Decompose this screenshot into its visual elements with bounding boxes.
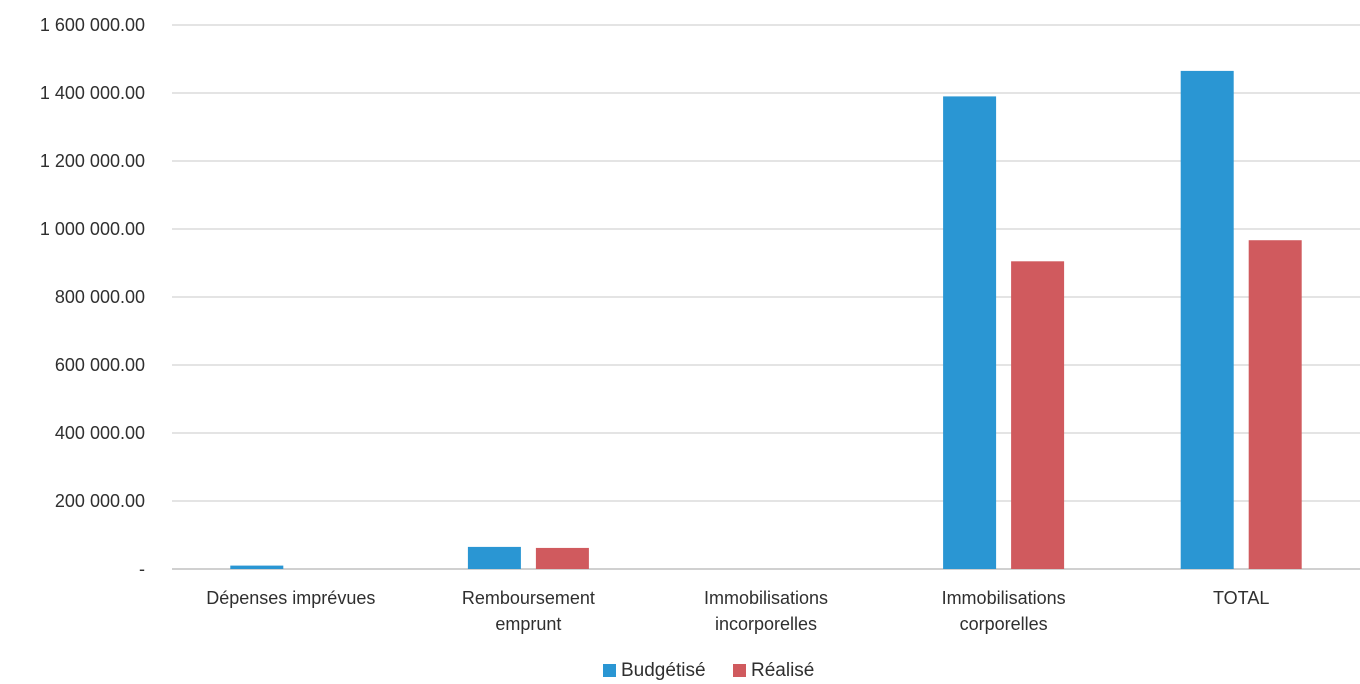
x-category-label-line: Dépenses imprévues: [206, 588, 375, 608]
bar-realise-1: [535, 547, 589, 569]
legend-swatch: [733, 664, 746, 677]
bar-budgetise-3: [943, 96, 997, 570]
y-tick-label: 1 600 000.00: [40, 15, 145, 35]
y-tick-label: 1 000 000.00: [40, 219, 145, 239]
y-tick-label: 400 000.00: [55, 423, 145, 443]
bar-budgetise-1: [467, 546, 521, 569]
x-category-label: Remboursement emprunt: [462, 588, 595, 634]
x-category-label-line: TOTAL: [1213, 588, 1269, 608]
x-category-label: Immobilisations corporelles: [942, 588, 1066, 634]
bar-realise-4: [1248, 240, 1302, 569]
bar-realise-3: [1011, 261, 1065, 569]
y-tick-label: 1 400 000.00: [40, 83, 145, 103]
x-axis-category-labels: Dépenses imprévues Remboursement emprunt Im…: [206, 588, 1269, 634]
x-category-label: Dépenses imprévues: [206, 588, 375, 608]
y-tick-label: 600 000.00: [55, 355, 145, 375]
bar-budgetise-4: [1180, 70, 1234, 570]
y-tick-label: 800 000.00: [55, 287, 145, 307]
bars: [230, 70, 1302, 570]
legend: Budgétisé Réalisé: [603, 660, 814, 681]
y-tick-label: 1 200 000.00: [40, 151, 145, 171]
x-category-label-line: Immobilisations: [704, 588, 828, 608]
x-category-label: Immobilisations incorporelles: [704, 588, 828, 634]
legend-label: Budgétisé: [621, 660, 706, 681]
x-category-label-line: emprunt: [495, 614, 561, 634]
legend-swatch: [603, 664, 616, 677]
x-category-label-line: corporelles: [960, 614, 1048, 634]
y-tick-label: 200 000.00: [55, 491, 145, 511]
x-category-label-line: Remboursement: [462, 588, 595, 608]
gridlines: [172, 24, 1360, 570]
bar-budgetise-0: [230, 565, 284, 569]
x-category-label-line: incorporelles: [715, 614, 817, 634]
y-tick-label: -: [139, 559, 145, 579]
x-category-label: TOTAL: [1213, 588, 1269, 608]
y-axis-tick-labels: - 200 000.00 400 000.00 600 000.00 800 000.0…: [40, 15, 145, 579]
x-category-label-line: Immobilisations: [942, 588, 1066, 608]
legend-label: Réalisé: [751, 660, 814, 681]
